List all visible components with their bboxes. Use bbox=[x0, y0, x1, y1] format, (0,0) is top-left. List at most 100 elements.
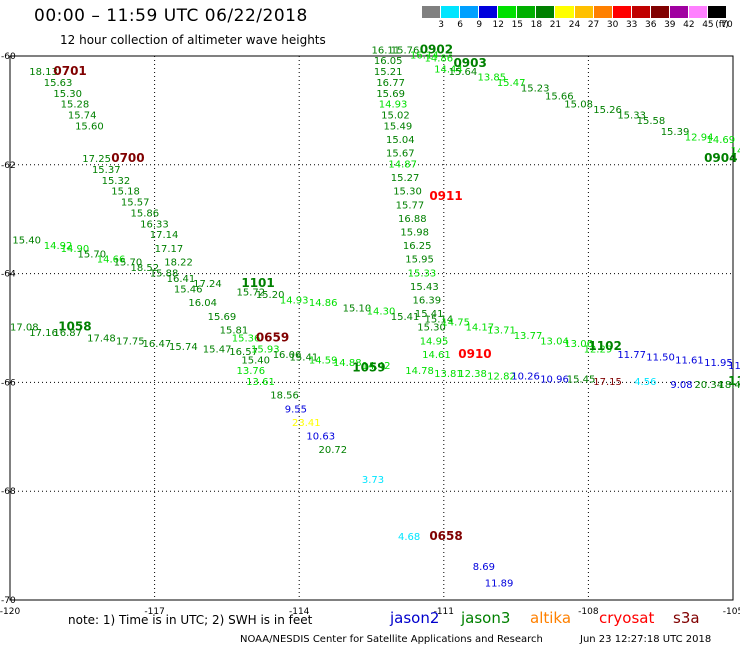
wave-height-value: 15.14 bbox=[425, 315, 454, 326]
colorbar-swatch bbox=[574, 6, 594, 18]
generation-timestamp: Jun 23 12:27:18 UTC 2018 bbox=[580, 634, 712, 645]
wave-height-value: 15.32 bbox=[102, 176, 131, 187]
orbit-pass-label: 0701 bbox=[53, 64, 86, 78]
wave-height-value: 16.41 bbox=[167, 274, 196, 285]
legend-jason3: jason3 bbox=[461, 609, 511, 627]
orbit-pass-label: 1058 bbox=[58, 320, 91, 334]
y-tick-label: -68 bbox=[1, 487, 16, 497]
colorbar-tick-label: 45 bbox=[702, 20, 714, 30]
colorbar-swatch bbox=[593, 6, 613, 18]
wave-height-value: 12.29 bbox=[584, 344, 613, 355]
wave-height-colorbar bbox=[422, 6, 727, 18]
wave-height-value: 16.87 bbox=[53, 328, 82, 339]
wave-height-value: 15.41 bbox=[415, 309, 444, 320]
wave-height-value: 15.18 bbox=[111, 187, 140, 198]
wave-height-value: 15.33 bbox=[408, 268, 437, 279]
colorbar-swatch bbox=[555, 6, 575, 18]
wave-height-value: 15.70 bbox=[114, 257, 143, 268]
legend-jason2: jason2 bbox=[390, 609, 440, 627]
wave-height-value: 15.67 bbox=[386, 149, 415, 160]
wave-height-value: 16.47 bbox=[143, 339, 172, 350]
wave-height-value: 12.82 bbox=[487, 372, 516, 383]
colorbar-ticks: 3 6 9 12 15 18 21 24 27 30 33 36 39 42 45 70 (ft) bbox=[422, 20, 737, 32]
wave-height-value: 18.52 bbox=[131, 263, 160, 274]
wave-height-value: 14.95 bbox=[420, 336, 449, 347]
wave-height-value: 16.33 bbox=[140, 219, 169, 230]
colorbar-tick-label: 15 bbox=[511, 20, 524, 30]
orbit-pass-label: 0904 bbox=[704, 151, 737, 165]
wave-height-value: 14.86 bbox=[425, 53, 454, 64]
wave-height-value: 15.43 bbox=[410, 282, 439, 293]
colorbar-swatch bbox=[460, 6, 480, 18]
colorbar-tick-label: 21 bbox=[549, 20, 562, 30]
wave-height-value: 23.41 bbox=[292, 418, 321, 429]
x-tick-label: -105 bbox=[723, 607, 740, 617]
wave-height-value: 14.90 bbox=[61, 244, 90, 255]
wave-height-value: 15.30 bbox=[53, 89, 82, 100]
wave-height-value: 15.72 bbox=[237, 287, 266, 298]
wave-height-value: 15.66 bbox=[545, 92, 574, 103]
chart-subtitle: 12 hour collection of altimeter wave hei… bbox=[60, 33, 326, 47]
colorbar-tick-label: 39 bbox=[664, 20, 676, 30]
wave-height-value: 14.69 bbox=[706, 135, 735, 146]
wave-height-value: 15.02 bbox=[381, 111, 410, 122]
colorbar-tick-label: 18 bbox=[530, 20, 543, 30]
colorbar-swatch bbox=[479, 6, 499, 18]
wave-height-value: 14.08 bbox=[731, 146, 740, 157]
orbit-pass-label: 1103 bbox=[728, 374, 740, 388]
colorbar-tick-label: 3 bbox=[438, 20, 444, 30]
colorbar-swatch bbox=[688, 6, 708, 18]
wave-height-value: 11.95 bbox=[704, 358, 733, 369]
wave-height-value: 14.93 bbox=[379, 100, 408, 111]
colorbar-swatch bbox=[707, 6, 727, 18]
wave-height-value: 17.08 bbox=[10, 323, 39, 334]
wave-height-value: 17.17 bbox=[155, 244, 184, 255]
y-tick-label: -60 bbox=[1, 52, 16, 62]
x-tick-label: -120 bbox=[0, 607, 20, 617]
footnote: note: 1) Time is in UTC; 2) SWH is in fe… bbox=[68, 613, 313, 627]
wave-height-value: 17.16 bbox=[29, 328, 58, 339]
wave-height-value: 16.88 bbox=[398, 214, 427, 225]
colorbar-tick-label: 42 bbox=[683, 20, 695, 30]
wave-height-value: 15.49 bbox=[384, 121, 413, 132]
orbit-pass-label: 1059 bbox=[352, 361, 385, 375]
y-tick-label: -66 bbox=[1, 378, 16, 388]
wave-height-value: 16.14 bbox=[410, 51, 439, 62]
wave-height-value: 11.89 bbox=[485, 578, 514, 589]
x-tick-label: -111 bbox=[434, 607, 454, 617]
wave-height-value: 15.30 bbox=[393, 187, 422, 198]
wave-height-value: 12.38 bbox=[458, 369, 487, 380]
wave-height-value: 14.75 bbox=[441, 317, 470, 328]
x-tick-label: -108 bbox=[578, 607, 599, 617]
wave-height-value: 15.23 bbox=[521, 83, 550, 94]
wave-height-value: 16.39 bbox=[412, 296, 441, 307]
wave-height-value: 10.26 bbox=[511, 372, 540, 383]
colorbar-tick-label: 24 bbox=[568, 20, 581, 30]
wave-height-value: 15.21 bbox=[374, 67, 403, 78]
orbit-pass-label: 0659 bbox=[256, 331, 289, 345]
wave-height-value: 16.04 bbox=[188, 298, 217, 309]
wave-height-value: 17.24 bbox=[193, 279, 222, 290]
wave-height-value: 15.69 bbox=[208, 312, 237, 323]
wave-height-value: 12.94 bbox=[685, 132, 714, 143]
colorbar-swatch bbox=[631, 6, 651, 18]
wave-height-value: 17.25 bbox=[82, 154, 111, 165]
wave-height-value: 17.15 bbox=[593, 377, 622, 388]
wave-height-value: 14.59 bbox=[309, 355, 338, 366]
wave-height-value: 14.61 bbox=[422, 350, 451, 361]
wave-height-value: 14.30 bbox=[367, 306, 396, 317]
wave-height-value: 16.77 bbox=[376, 78, 405, 89]
wave-height-value: 15.98 bbox=[400, 228, 429, 239]
wave-height-value: 15.57 bbox=[121, 198, 150, 209]
wave-height-value: 15.28 bbox=[61, 100, 90, 111]
wave-height-value: 14.93 bbox=[280, 296, 309, 307]
wave-height-value: 15.40 bbox=[241, 355, 270, 366]
x-tick-label: -117 bbox=[144, 607, 164, 617]
wave-height-value: 15.39 bbox=[661, 127, 690, 138]
wave-height-value: 17.14 bbox=[150, 230, 179, 241]
wave-height-value: 13.77 bbox=[514, 331, 543, 342]
wave-height-value: 15.74 bbox=[68, 111, 97, 122]
wave-height-value: 15.30 bbox=[417, 323, 446, 334]
colorbar-swatch bbox=[422, 6, 442, 18]
